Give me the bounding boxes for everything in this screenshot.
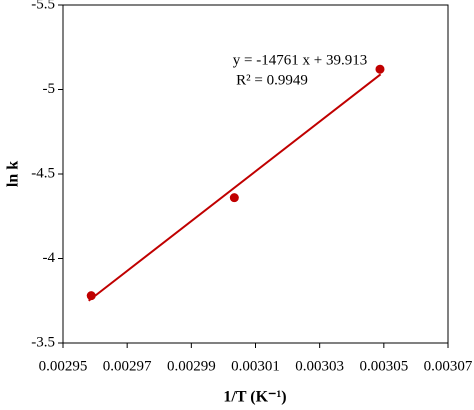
x-tick-label: 0.00297 — [103, 358, 152, 374]
data-point — [229, 193, 239, 203]
y-tick-label: -3.5 — [31, 334, 55, 350]
x-tick-label: 0.00303 — [295, 358, 344, 374]
x-axis-label: 1/T (K⁻¹) — [223, 389, 286, 406]
data-point — [86, 291, 96, 301]
trendline — [88, 73, 382, 302]
y-axis-label: ln k — [5, 161, 22, 187]
equation: y = -14761 x + 39.913 — [233, 52, 367, 68]
x-tick-label: 0.00305 — [359, 358, 408, 374]
y-tick-label: -5.5 — [31, 0, 55, 12]
x-tick-label: 0.00301 — [231, 358, 280, 374]
x-tick-label: 0.00307 — [424, 358, 473, 374]
data-point — [375, 64, 385, 74]
x-tick-label: 0.00299 — [167, 358, 216, 374]
y-tick-label: -5 — [43, 81, 56, 97]
y-tick-label: -4 — [43, 250, 56, 266]
x-tick-label: 0.00295 — [39, 358, 88, 374]
y-tick-label: -4.5 — [31, 165, 55, 181]
r-squared: R² = 0.9949 — [236, 72, 308, 88]
